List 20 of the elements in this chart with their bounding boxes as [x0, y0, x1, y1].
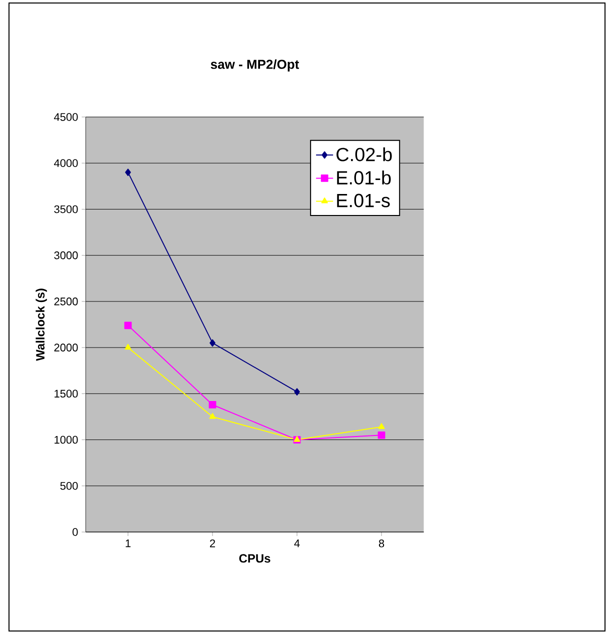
y-tick-label: 0: [72, 528, 78, 536]
x-tick-label: 8: [378, 540, 384, 548]
y-axis-title: Wallclock (s): [36, 288, 47, 361]
y-tick-label: 1000: [54, 436, 78, 444]
y-tick-label: 2500: [54, 298, 78, 306]
y-tick-label: 3000: [54, 251, 78, 260]
y-tick-label: 3500: [54, 205, 78, 214]
y-tick-label: 1500: [54, 390, 78, 398]
chart-title: saw - MP2/Opt: [210, 59, 300, 72]
y-tick-label: 500: [60, 482, 78, 490]
x-tick-label: 4: [294, 540, 300, 548]
y-tick-label: 4500: [54, 113, 78, 121]
x-tick-label: 2: [210, 540, 216, 548]
legend-label: C.02-b: [336, 147, 392, 162]
x-axis-title: CPUs: [239, 554, 270, 563]
legend-label: E.01-b: [337, 170, 391, 185]
legend-label: E.01-s: [337, 194, 390, 208]
y-tick-label: 4000: [54, 159, 78, 168]
x-tick-label: 1: [126, 540, 131, 548]
y-tick-label: 2000: [54, 344, 78, 352]
